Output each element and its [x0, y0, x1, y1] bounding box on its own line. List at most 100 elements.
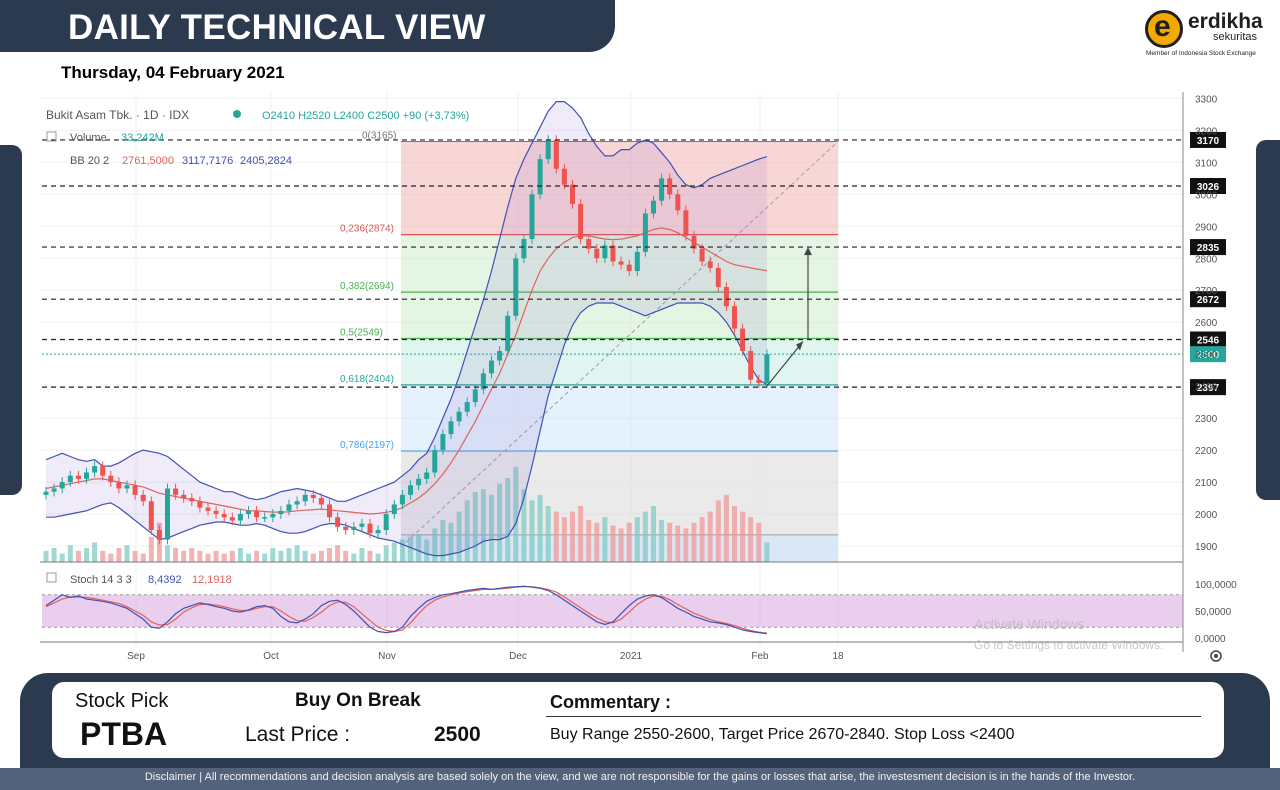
candle-body [181, 494, 187, 499]
volume-bar [699, 517, 705, 562]
chart-axes: 1900 2000 2100 2200 2300 2400 2500 2600 2700 2800… [40, 92, 1218, 662]
commentary-label: Commentary : [550, 692, 672, 712]
candle-body [602, 245, 608, 259]
volume-bar [116, 548, 122, 562]
candle-body [278, 510, 284, 515]
candle-body [764, 354, 770, 383]
level-tag-label: 2546 [1197, 335, 1220, 346]
volume-bar [399, 539, 405, 562]
candlesticks [43, 135, 770, 545]
candle-body [723, 287, 729, 307]
volume-bar [448, 522, 454, 562]
candle-body [67, 475, 73, 483]
time-tick-label: Sep [127, 651, 145, 662]
volume-bar [286, 548, 292, 562]
ohlc-readout: O2410 H2520 L2400 C2500 +90 (+3,73%) [262, 110, 469, 122]
volume-bar [691, 522, 697, 562]
level-tag-label: 2672 [1197, 295, 1220, 306]
candle-body [327, 504, 332, 518]
volume-bar [626, 522, 632, 562]
candle-body [189, 498, 195, 502]
volume-bar [189, 548, 195, 562]
candle-body [570, 184, 575, 204]
symbol-line: Bukit Asam Tbk. · 1D · IDX [46, 108, 189, 122]
volume-bar [408, 536, 413, 562]
candle-body [92, 466, 98, 473]
candle-body [213, 510, 219, 515]
volume-bar [594, 522, 600, 562]
price-tick-label: 3100 [1195, 158, 1218, 169]
candle-body [197, 501, 203, 508]
volume-bar [351, 553, 357, 562]
stock-pick-label: Stock Pick [75, 690, 169, 712]
candle-body [262, 517, 268, 519]
candle-body [399, 494, 405, 505]
candle-body [683, 210, 689, 236]
live-dot-icon [233, 110, 241, 118]
candle-body [294, 501, 300, 505]
volume-bar [67, 545, 73, 562]
chart-legend: Bukit Asam Tbk. · 1D · IDX O2410 H2520 L… [46, 108, 1222, 662]
time-tick-label: Nov [378, 651, 396, 662]
volume-bar [497, 483, 503, 562]
candle-body [75, 475, 81, 479]
volume-bar [456, 511, 462, 562]
volume-bar [197, 550, 203, 562]
commentary-divider [546, 716, 1201, 717]
volume-bar [505, 478, 511, 562]
volume-bar [359, 548, 365, 562]
volume-collapse-icon[interactable] [46, 131, 57, 142]
volume-bar [310, 553, 316, 562]
candle-body [424, 472, 430, 479]
volume-bar [416, 534, 422, 562]
candle-body [432, 450, 438, 473]
report-date: Thursday, 04 February 2021 [61, 63, 285, 82]
candle-body [440, 434, 446, 451]
candle-body [246, 510, 251, 515]
logo-mark-icon: e [1145, 10, 1183, 48]
level-tag [1190, 239, 1226, 256]
volume-bar [707, 511, 713, 562]
last-price-label: Last Price : [245, 723, 351, 746]
candle-body [691, 235, 697, 249]
stock-ticker: PTBA [80, 716, 168, 752]
company-logo: e erdikha sekuritas Member of Indonesia … [1143, 8, 1268, 60]
candle-body [156, 530, 162, 540]
volume-bar [391, 542, 397, 562]
price-tick-label: 1900 [1195, 542, 1218, 553]
volume-bar [570, 511, 575, 562]
last-price-tag [1190, 346, 1226, 363]
volume-bar [75, 550, 81, 562]
volume-bar [472, 492, 478, 562]
volume-bar [270, 548, 276, 562]
candle-body [351, 526, 357, 531]
volume-bar [480, 489, 486, 562]
level-lines: 3170 3026 2835 2672 2546 2397 2500 [42, 131, 1226, 396]
fib-level-label: 0,618(2404) [340, 374, 394, 385]
logo-name: erdikha [1188, 10, 1263, 33]
candle-body [43, 491, 49, 495]
page-title: DAILY TECHNICAL VIEW [68, 8, 486, 47]
candle-body [626, 264, 632, 272]
candle-body [521, 239, 527, 259]
bb-lower-value: 2405,2824 [240, 155, 292, 167]
volume-bar [675, 525, 681, 562]
logo-subtitle: sekuritas [1213, 31, 1258, 43]
price-tick-label: 2500 [1195, 350, 1218, 361]
volume-bar [318, 550, 324, 562]
stoch-collapse-icon[interactable] [46, 572, 57, 583]
commentary-text: Buy Range 2550-2600, Target Price 2670-2… [550, 726, 1015, 743]
candle-body [642, 213, 648, 252]
fib-level-label: 0,5(2549) [340, 328, 383, 339]
header-banner: DAILY TECHNICAL VIEW [0, 0, 615, 52]
volume-bar [715, 500, 721, 562]
volume-bar [642, 511, 648, 562]
volume-bar [618, 528, 624, 562]
candle-body [254, 510, 260, 518]
volume-bar [464, 500, 470, 562]
price-tick-label: 2800 [1195, 254, 1218, 265]
settings-gear-icon[interactable] [1210, 650, 1222, 662]
fib-level-label: 0,382(2694) [340, 281, 394, 292]
candle-body [383, 514, 389, 531]
candle-body [84, 472, 89, 479]
